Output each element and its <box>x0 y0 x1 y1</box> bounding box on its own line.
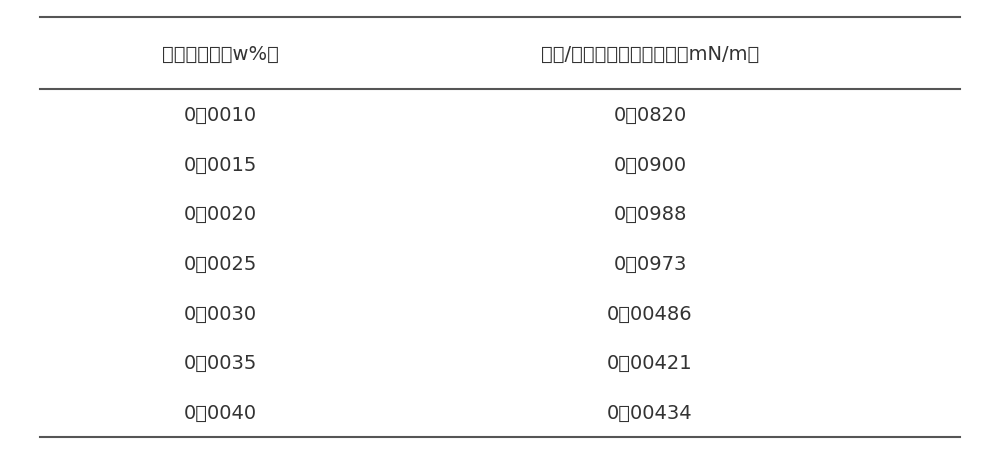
Text: 0．0015: 0．0015 <box>183 155 257 174</box>
Text: 0．0010: 0．0010 <box>183 106 257 124</box>
Text: 0．0820: 0．0820 <box>613 106 687 124</box>
Text: 0．0900: 0．0900 <box>613 155 687 174</box>
Text: 0．00421: 0．00421 <box>607 354 693 373</box>
Text: 0．0035: 0．0035 <box>183 354 257 373</box>
Text: 0．0030: 0．0030 <box>183 304 257 323</box>
Text: 0．00486: 0．00486 <box>607 304 693 323</box>
Text: 0．0973: 0．0973 <box>613 254 687 273</box>
Text: 0．0988: 0．0988 <box>613 205 687 224</box>
Text: 0．00434: 0．00434 <box>607 403 693 422</box>
Text: 0．0020: 0．0020 <box>183 205 257 224</box>
Text: 原油/地层水之间界面张力（mN/m）: 原油/地层水之间界面张力（mN/m） <box>541 45 759 64</box>
Text: 0．0025: 0．0025 <box>183 254 257 273</box>
Text: 0．0040: 0．0040 <box>183 403 257 422</box>
Text: 驱油剂浓度（w%）: 驱油剂浓度（w%） <box>162 45 278 64</box>
